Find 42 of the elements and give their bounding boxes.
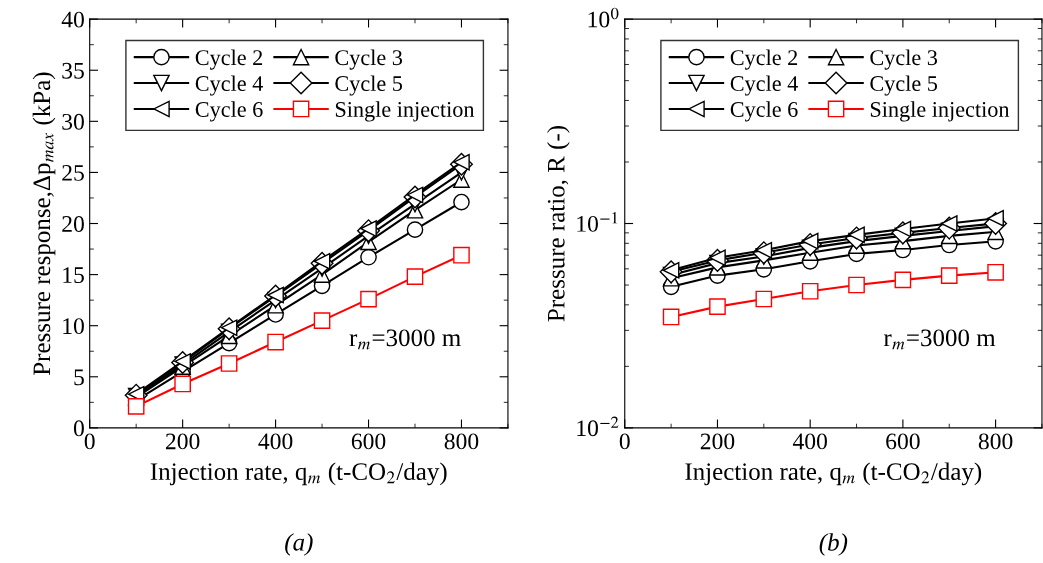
x-tick-label: 600 — [351, 433, 386, 450]
x-axis-title: Injection rate, q$_{m}$ (t-CO$_{2}$/day) — [150, 462, 447, 486]
y-tick-label: 0 — [73, 420, 84, 437]
legend-label: Cycle 5 — [870, 75, 938, 96]
legend-label: Cycle 2 — [730, 49, 798, 70]
y-tick-label: 15 — [63, 267, 84, 284]
annotation: r$_{m}$=3000 m — [883, 329, 996, 350]
text: (b) — [819, 533, 848, 556]
legend-label: Cycle 3 — [870, 49, 938, 70]
legend-label: Cycle 5 — [335, 75, 403, 96]
legend-label: Cycle 6 — [730, 101, 798, 122]
legend-label: Cycle 6 — [195, 101, 263, 122]
y-tick-label: 40 — [61, 11, 84, 28]
y-tick-label: 20 — [62, 216, 84, 232]
y-tick-label: 35 — [62, 62, 84, 79]
legend-label: Single injection — [870, 101, 1010, 122]
legend-label: Cycle 4 — [195, 75, 263, 96]
x-tick-label: 200 — [700, 433, 735, 450]
x-tick-label: 800 — [978, 433, 1013, 450]
y-tick-label: 5 — [74, 369, 84, 386]
y-tick-label: 10$^{0}$ — [588, 7, 619, 28]
legend-label: Single injection — [335, 101, 475, 122]
x-tick-label: 800 — [444, 433, 479, 450]
x-tick-label: 0 — [84, 433, 95, 450]
y-axis-title: Pressure response,Δp$_{max}$ (kPa) — [32, 72, 56, 376]
x-tick-label: 200 — [165, 433, 200, 450]
annotation: r$_{m}$=3000 m — [349, 329, 461, 350]
y-tick-label: 30 — [62, 113, 84, 130]
y-tick-label: 25 — [62, 164, 84, 181]
y-tick-label: 10 — [63, 318, 84, 335]
x-tick-label: 0 — [619, 433, 630, 450]
legend-label: Cycle 3 — [335, 49, 403, 70]
x-tick-label: 600 — [886, 433, 920, 450]
y-axis-title: Pressure ratio, R (-) — [547, 126, 570, 322]
text: (a) — [285, 533, 313, 556]
y-tick-label: 10$^{−2}$ — [577, 416, 619, 437]
y-tick-label: 10$^{−1}$ — [577, 212, 618, 232]
x-tick-label: 400 — [258, 433, 293, 450]
x-axis-title: Injection rate, q$_{m}$ (t-CO$_{2}$/day) — [685, 462, 982, 486]
legend-label: Cycle 4 — [730, 75, 798, 96]
legend-label: Cycle 2 — [195, 49, 263, 70]
x-tick-label: 400 — [792, 433, 827, 450]
